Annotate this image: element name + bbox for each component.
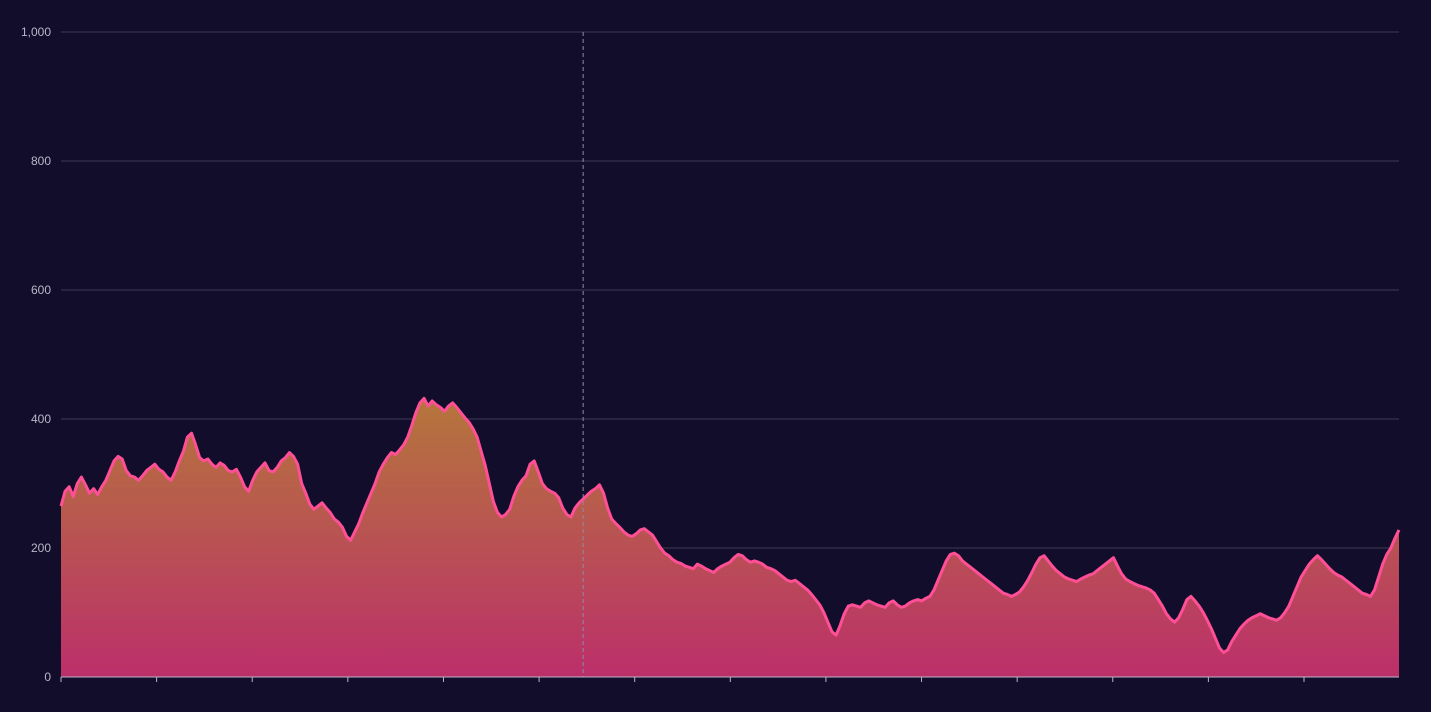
y-tick-label: 400 [31,412,51,426]
grid-lines [61,31,1399,549]
series-area [59,396,1401,677]
y-tick-label: 600 [31,283,51,297]
y-tick-label: 800 [31,154,51,168]
y-tick-label: 1,000 [21,25,51,39]
y-tick-label: 200 [31,541,51,555]
area-fill [61,398,1399,677]
y-tick-label: 0 [44,670,51,684]
axes: 0 200 400 600 800 1,000 [21,25,1399,684]
series-line [59,396,1401,654]
